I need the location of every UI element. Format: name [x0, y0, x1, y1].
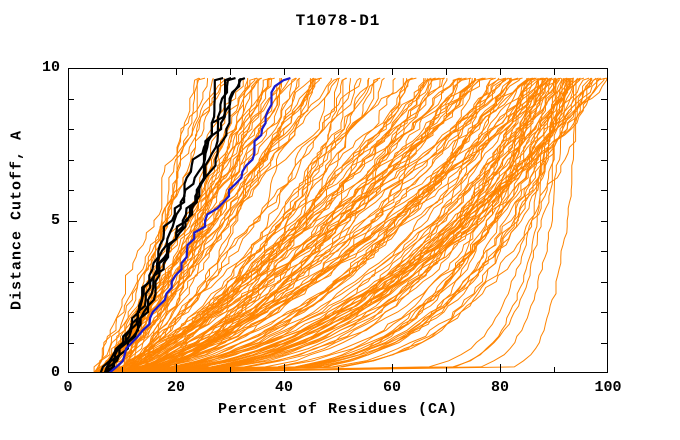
- models-mid-curve: [125, 78, 560, 374]
- models-late-curve: [128, 78, 593, 374]
- y-tick-label-5: 5: [50, 211, 60, 229]
- models-mid-curve: [118, 77, 496, 374]
- models-flat-curve: [100, 78, 556, 374]
- models-mid-curve: [126, 77, 361, 374]
- chart-title: T1078-D1: [295, 12, 381, 30]
- plot-area: [68, 68, 609, 374]
- models-mid-curve: [105, 78, 379, 374]
- highlight-curve: [99, 77, 224, 374]
- models-mid-curve: [105, 77, 500, 374]
- models-mid-curve: [114, 78, 473, 374]
- x-tick-label-20: 20: [166, 379, 185, 396]
- models-mid-curve: [123, 78, 425, 374]
- models-mid-curve: [97, 77, 519, 374]
- models-mid-curve: [102, 78, 369, 374]
- models-steep-curve: [93, 78, 225, 374]
- models-flat-curve: [111, 78, 557, 374]
- models-full-curve: [107, 78, 608, 374]
- models-steep-curve: [99, 78, 272, 374]
- x-axis-label: Percent of Residues (CA): [217, 401, 459, 418]
- models-mid-curve: [118, 77, 472, 374]
- models-late-curve: [119, 77, 535, 374]
- models-full-curve: [101, 77, 601, 374]
- models-late-curve: [106, 78, 539, 374]
- models-steep-curve: [93, 77, 338, 374]
- models-late-curve: [111, 78, 592, 374]
- models-mid-curve: [111, 78, 408, 374]
- plot-frame: [68, 68, 608, 373]
- models-late-curve: [109, 77, 546, 374]
- models-late-curve: [109, 78, 552, 374]
- models-late-curve: [98, 78, 556, 374]
- reference-curves: [108, 77, 291, 374]
- models-mid-curve: [124, 78, 511, 374]
- y-tick-label-10: 10: [41, 59, 60, 76]
- models-steep-curve: [106, 77, 263, 374]
- models-mid-curve: [130, 78, 505, 374]
- models-flat-curve: [129, 77, 579, 374]
- models-mid-curve: [99, 77, 348, 374]
- models-full-curve: [96, 77, 601, 374]
- models-steep-curve: [94, 78, 282, 374]
- models-mid-curve: [104, 77, 396, 374]
- x-tick-label-40: 40: [274, 379, 293, 396]
- models-mid-curve: [131, 78, 511, 374]
- models-mid-curves: [95, 77, 560, 374]
- models-mid-curve: [112, 77, 413, 374]
- highlight-curve: [104, 77, 246, 374]
- models-full-curve: [96, 78, 605, 374]
- models-full-curves: [96, 77, 608, 374]
- models-mid-curve: [123, 77, 445, 374]
- models-late-curve: [113, 78, 574, 374]
- models-steep-curve: [118, 77, 258, 374]
- plot-canvas: [68, 68, 609, 374]
- models-late-curve: [125, 78, 580, 374]
- models-late-curve: [131, 77, 592, 374]
- models-mid-curve: [125, 78, 476, 374]
- models-mid-curve: [121, 77, 340, 374]
- models-mid-curve: [115, 77, 523, 374]
- models-steep-curve: [94, 78, 300, 374]
- models-mid-curve: [115, 77, 445, 374]
- x-tick-label-60: 60: [382, 379, 401, 396]
- models-mid-curve: [119, 78, 512, 374]
- models-mid-curve: [104, 78, 539, 374]
- reference-curve: [108, 77, 291, 374]
- models-late-curve: [126, 77, 568, 374]
- models-late-curve: [117, 78, 544, 374]
- models-mid-curve: [115, 77, 417, 374]
- x-tick-label-100: 100: [594, 379, 622, 396]
- models-late-curve: [107, 78, 570, 374]
- models-steep-curve: [93, 77, 206, 373]
- models-mid-curve: [131, 77, 432, 374]
- models-mid-curve: [118, 78, 404, 374]
- models-mid-curve: [107, 77, 522, 374]
- models-late-curve: [116, 77, 556, 374]
- models-steep-curve: [99, 78, 320, 374]
- models-late-curve: [125, 78, 560, 374]
- highlight-curves: [99, 77, 246, 374]
- models-full-curve: [110, 77, 607, 374]
- y-tick-label-0: 0: [50, 364, 60, 381]
- models-mid-curve: [96, 77, 413, 374]
- x-tick-label-0: 0: [63, 379, 73, 396]
- models-mid-curve: [129, 78, 476, 374]
- models-mid-curve: [123, 77, 494, 374]
- x-tick-label-80: 80: [490, 379, 509, 396]
- models-mid-curve: [115, 77, 512, 374]
- models-steep-curve: [116, 78, 316, 374]
- models-steep-curve: [126, 78, 315, 374]
